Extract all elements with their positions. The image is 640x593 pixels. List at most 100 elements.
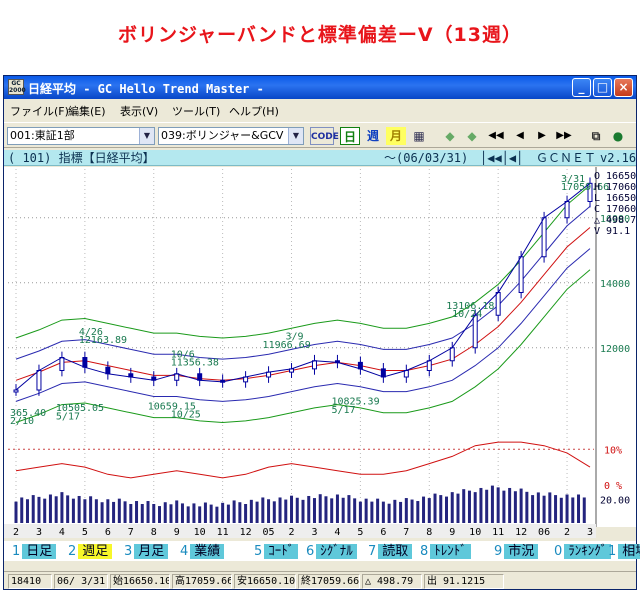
volume-bar xyxy=(496,487,500,523)
price-annotation: 12163.89 xyxy=(79,335,127,346)
maximize-button[interactable]: □ xyxy=(593,78,612,97)
chevron-down-icon[interactable]: ▼ xyxy=(139,128,154,144)
ohlc-readout: O 16650 xyxy=(594,171,636,182)
volume-bar xyxy=(100,502,104,523)
price-annotation: 3/9 xyxy=(286,332,304,343)
volume-bar xyxy=(536,492,540,523)
tab-5[interactable]: 5 ｺｰﾄﾞ xyxy=(254,543,299,560)
daily-button[interactable]: 日 xyxy=(340,127,360,145)
x-tick-label: 10 xyxy=(469,527,481,538)
tab-1[interactable]: 1 日足 xyxy=(12,543,57,560)
volume-bar xyxy=(226,504,230,523)
globe-icon[interactable]: ● xyxy=(612,129,624,143)
app-icon[interactable]: GC 2000 xyxy=(8,79,26,95)
x-tick-label: 2 xyxy=(13,527,19,538)
tab-10[interactable]: 0 ﾗﾝｷﾝｸﾞ xyxy=(554,543,612,560)
volume-bar xyxy=(48,494,52,523)
volume-bar xyxy=(542,495,546,523)
tab-7[interactable]: 7 読取 xyxy=(368,543,413,560)
nav-prev-button[interactable]: ◀ xyxy=(516,130,524,141)
volume-bar xyxy=(272,501,276,523)
status-open: 始16650.10 xyxy=(110,574,170,589)
function-tabs: 1 日足 2 週足 3 月足 4 業績 5 ｺｰﾄﾞ 6 ｼｸﾞﾅﾙ 7 読取 8 ﾄﾚﾝﾄﾞ 9 市況 0 ﾗﾝｷﾝ… xyxy=(4,541,640,561)
status-bar: 18410 06/ 3/31 始16650.10 高17059.66 安1665… xyxy=(4,571,636,589)
tab-number: 3 xyxy=(124,544,133,559)
tab-3[interactable]: 3 月足 xyxy=(124,543,169,560)
window-icon[interactable]: ⧉ xyxy=(591,129,601,143)
chart-area[interactable]: 4/26 12163.89 10/6 11356.38 3/9 11966.69 13106… xyxy=(4,167,636,538)
volume-bar xyxy=(37,496,41,523)
x-tick-label: 12 xyxy=(515,527,527,538)
volume-bar xyxy=(158,506,161,523)
price-annotation: 11356.38 xyxy=(171,358,219,369)
ohlc-readout: L 16650 xyxy=(594,193,636,204)
tab-9[interactable]: 9 市況 xyxy=(494,543,539,560)
tab-4[interactable]: 4 業績 xyxy=(180,543,225,560)
menu-edit[interactable]: 編集(E) xyxy=(68,105,106,118)
app-icon-year: 2000 xyxy=(9,87,26,94)
tab-label: 読取 xyxy=(378,544,413,559)
volume-bar xyxy=(525,491,529,523)
price-axis-label: 14000 xyxy=(600,279,630,290)
tab-6[interactable]: 6 ｼｸﾞﾅﾙ xyxy=(306,543,357,560)
tab-2[interactable]: 2 週足 xyxy=(68,543,113,560)
volume-bar xyxy=(94,499,98,523)
market-select[interactable]: 001:東証1部 ▼ xyxy=(7,127,155,145)
candle-body xyxy=(449,347,455,362)
price-line xyxy=(15,182,591,391)
nav-last-button[interactable]: ▶▶ xyxy=(556,130,572,141)
volume-bar xyxy=(554,495,558,523)
status-date: 06/ 3/31 xyxy=(54,574,108,589)
tab-label: ﾗﾝｷﾝｸﾞ xyxy=(564,544,612,559)
info-nav[interactable]: │◀◀│◀│ xyxy=(480,151,524,165)
menu-file[interactable]: ファイル(F) xyxy=(10,105,69,118)
volume-bar xyxy=(106,499,110,523)
volume-bar xyxy=(433,493,437,523)
x-tick-label: 9 xyxy=(174,527,180,538)
candle-body xyxy=(403,370,409,378)
price-annotation: 5/17 xyxy=(56,411,80,422)
volume-bar xyxy=(244,504,248,523)
volume-bar xyxy=(163,502,167,523)
volume-bar xyxy=(278,497,282,523)
list-icon[interactable]: ▦ xyxy=(413,129,425,143)
candle-body xyxy=(541,217,547,258)
title-bar[interactable]: GC 2000 日経平均 - GC Hello Trend Master - _… xyxy=(4,76,636,99)
volume-bar xyxy=(358,501,362,523)
band-upper-inner-line xyxy=(15,206,591,360)
nav-next-mark-button[interactable]: ◆ xyxy=(467,129,477,143)
volume-bar xyxy=(135,501,139,523)
price-annotation: 10659.15 xyxy=(148,402,196,413)
x-tick-label: 3 xyxy=(36,527,42,538)
indicator-select-value: 039:ボリンジャー&GCV xyxy=(161,129,284,142)
menu-help[interactable]: ヘルプ(H) xyxy=(229,105,279,118)
indicator-select[interactable]: 039:ボリンジャー&GCV ▼ xyxy=(158,127,304,145)
volume-bar xyxy=(152,504,156,523)
nav-next-button[interactable]: ▶ xyxy=(538,130,546,141)
x-tick-label: 3 xyxy=(311,527,317,538)
volume-bar xyxy=(404,498,408,523)
menu-tools[interactable]: ツール(T) xyxy=(172,105,221,118)
volume-bar xyxy=(582,497,586,523)
deviation-line xyxy=(15,441,591,479)
volume-bar xyxy=(399,501,403,523)
x-tick-label: 2 xyxy=(289,527,295,538)
nav-prev-mark-button[interactable]: ◆ xyxy=(445,129,455,143)
tab-8[interactable]: 8 ﾄﾚﾝﾄﾞ xyxy=(420,543,471,560)
tab-number: 9 xyxy=(494,544,503,559)
candle-body xyxy=(13,389,19,393)
chevron-down-icon[interactable]: ▼ xyxy=(288,128,303,144)
nav-first-button[interactable]: ◀◀ xyxy=(488,130,504,141)
volume-bar xyxy=(290,495,294,523)
tab-11[interactable]: 1相場 xyxy=(608,543,640,560)
close-button[interactable]: × xyxy=(614,78,633,97)
code-button[interactable]: CODE xyxy=(310,127,339,145)
tab-number: 8 xyxy=(420,544,429,559)
menu-view[interactable]: 表示(V) xyxy=(120,105,159,118)
volume-bar xyxy=(381,501,385,523)
minimize-button[interactable]: _ xyxy=(572,78,591,97)
volume-bar xyxy=(89,496,93,523)
monthly-button[interactable]: 月 xyxy=(386,127,406,145)
weekly-button[interactable]: 週 xyxy=(366,129,379,143)
